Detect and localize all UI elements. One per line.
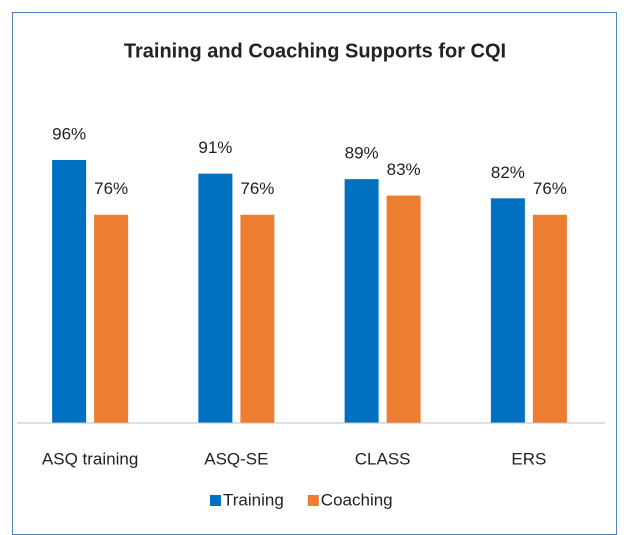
legend-label: Coaching [321,490,393,509]
data-label: 76% [94,179,128,198]
data-label: 96% [52,124,86,143]
legend-swatch [307,495,319,506]
x-tick-label: CLASS [355,449,411,468]
data-label: 76% [240,179,274,198]
data-label: 91% [198,138,232,157]
bar [240,214,275,423]
bar [490,198,525,423]
bar [532,214,567,423]
x-tick-label: ASQ training [42,449,138,468]
bar [386,195,421,423]
data-label: 89% [345,144,379,163]
data-label: 82% [491,163,525,182]
bar [52,159,87,423]
legend-label: Training [223,490,284,509]
bar [344,179,379,423]
x-tick-label: ASQ-SE [204,449,268,468]
bar [94,214,129,423]
legend-swatch [210,495,221,506]
x-tick-label: ERS [511,449,546,468]
data-label: 83% [387,160,421,179]
bar [198,173,233,423]
chart-title: Training and Coaching Supports for CQI [124,40,506,62]
data-label: 76% [533,179,567,198]
